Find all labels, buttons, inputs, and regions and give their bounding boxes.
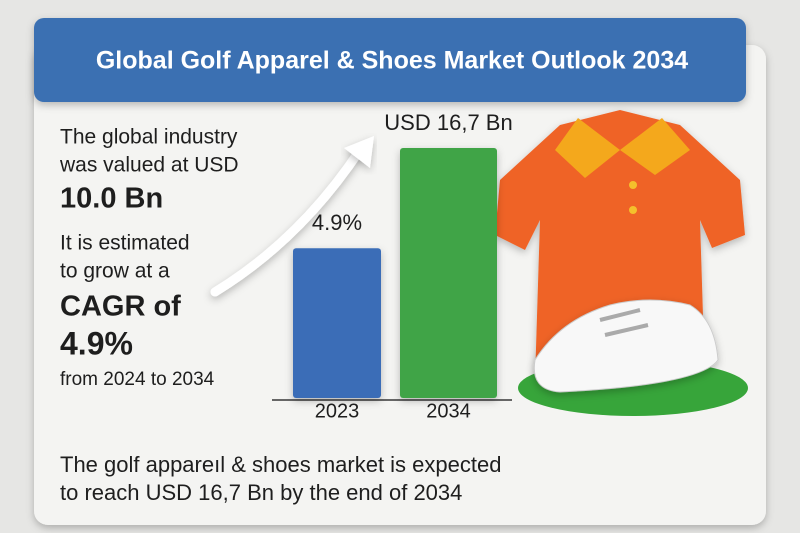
button [629, 206, 637, 214]
title: Global Golf Apparel & Shoes Market Outlo… [96, 47, 688, 75]
footer-line: to reach USD 16,7 Bn by the end of 2034 [60, 480, 462, 505]
x-tick-label: 2023 [315, 400, 360, 422]
arrow-head [344, 136, 374, 168]
arrow [210, 145, 365, 297]
collar [555, 118, 690, 178]
amount: 10.0 Bn [60, 183, 163, 215]
illustration [495, 110, 748, 416]
text-line: was valued at USD [59, 154, 239, 177]
text-line: to grow at a [60, 260, 170, 283]
text-line: from 2024 to 2034 [60, 369, 215, 390]
shoe [533, 299, 719, 393]
text-line: It is estimated [60, 232, 190, 255]
laces [599, 308, 649, 337]
cagr-label: CAGR of [60, 291, 181, 323]
text-line: The global industry [60, 126, 238, 149]
x-tick-label: 2034 [426, 400, 471, 422]
bar-annotation: 4.9% [312, 210, 362, 235]
button [629, 181, 637, 189]
bar [293, 248, 381, 398]
bar-chart: 2023 4.9% 2034 USD 16,7 Bn [293, 110, 513, 422]
footer-line: The golf appareıl & shoes market is expe… [60, 452, 501, 477]
bar [400, 148, 497, 398]
bar-annotation: USD 16,7 Bn [384, 110, 512, 135]
title-banner [34, 18, 746, 102]
cagr: 4.9% [60, 325, 133, 361]
